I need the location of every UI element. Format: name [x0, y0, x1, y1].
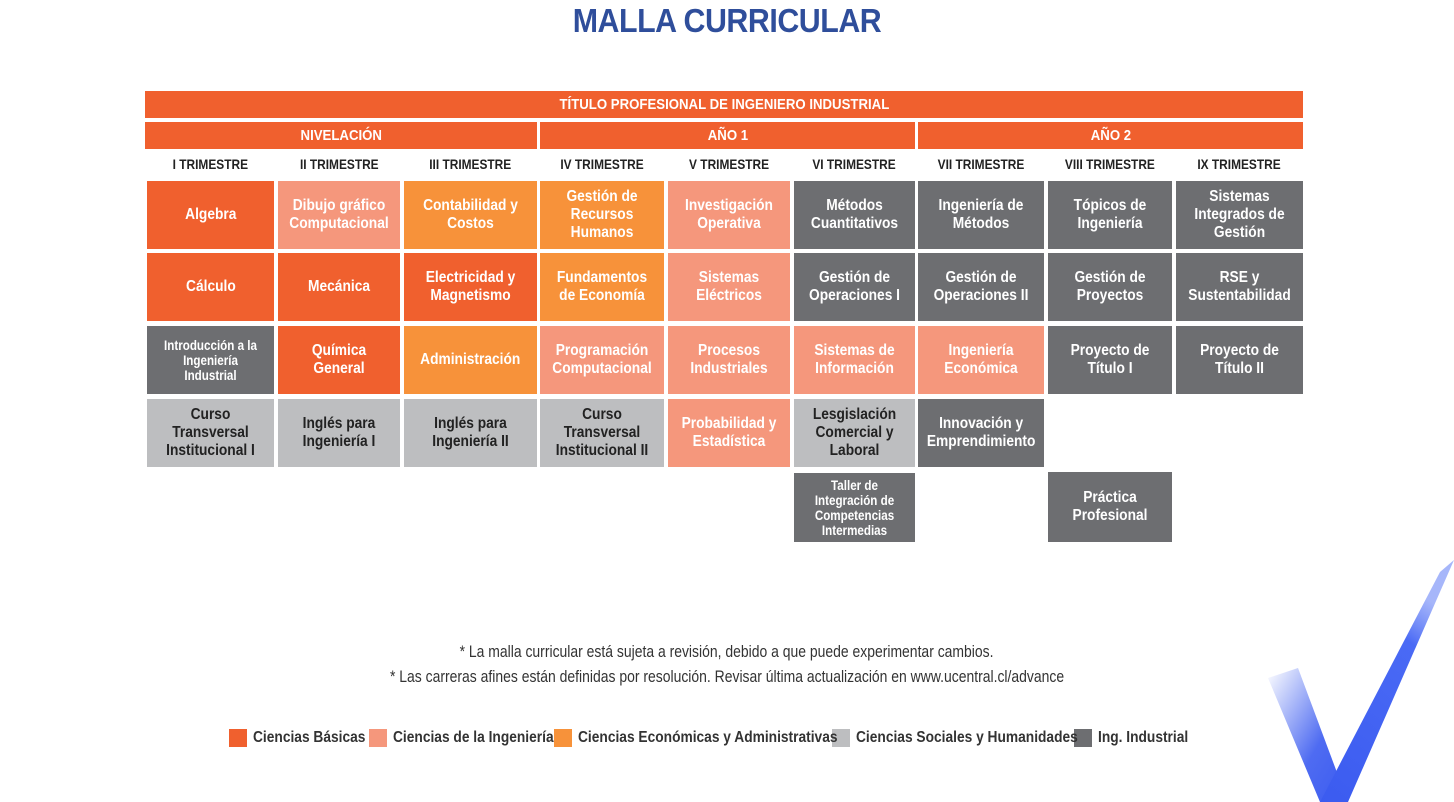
legend-label: Ciencias Económicas y Administrativas: [578, 729, 838, 746]
course-cell: Curso Transversal Institucional I: [147, 399, 274, 467]
course-cell: Introducción a la Ingeniería Industrial: [147, 326, 274, 394]
legend-item-ind: Ing. Industrial: [1074, 729, 1198, 747]
course-cell: Sistemas de Información: [794, 326, 915, 394]
course-cell: Probabilidad y Estadística: [668, 399, 790, 467]
trimester-header: II TRIMESTRE: [299, 156, 379, 172]
legend-swatch: [229, 729, 247, 747]
legend-item-econ: Ciencias Económicas y Administrativas: [554, 729, 838, 747]
group-header-nivelacion: NIVELACIÓN: [145, 122, 537, 149]
course-cell: Gestión de Proyectos: [1048, 253, 1172, 321]
legend-swatch: [554, 729, 572, 747]
course-cell: Gestión de Recursos Humanos: [540, 181, 664, 249]
course-cell: Proyecto de Título II: [1176, 326, 1303, 394]
course-cell: Sistemas Integrados de Gestión: [1176, 181, 1303, 249]
page-title: MALLA CURRICULAR: [572, 2, 882, 39]
legend-swatch: [1074, 729, 1092, 747]
legend-swatch: [832, 729, 850, 747]
trimester-header: III TRIMESTRE: [429, 156, 512, 172]
course-cell: Dibujo gráfico Computacional: [278, 181, 400, 249]
trimester-header: V TRIMESTRE: [688, 156, 770, 172]
course-cell: Cálculo: [147, 253, 274, 321]
course-cell: Ingeniería Económica: [918, 326, 1044, 394]
course-cell: Inglés para Ingeniería II: [404, 399, 537, 467]
course-cell: Sistemas Eléctricos: [668, 253, 790, 321]
course-cell: Lesgislación Comercial y Laboral: [794, 399, 915, 467]
legend-item-eng: Ciencias de la Ingeniería: [369, 729, 554, 747]
legend-label: Ciencias de la Ingeniería: [393, 729, 554, 746]
course-cell: Mecánica: [278, 253, 400, 321]
course-cell: Taller de Integración de Competencias In…: [794, 473, 915, 542]
course-cell: Gestión de Operaciones I: [794, 253, 915, 321]
legend-swatch: [369, 729, 387, 747]
course-cell: Ingeniería de Métodos: [918, 181, 1044, 249]
course-cell: Proyecto de Título I: [1048, 326, 1172, 394]
trimester-header: IX TRIMESTRE: [1197, 156, 1282, 172]
trimester-header: VII TRIMESTRE: [937, 156, 1025, 172]
course-cell: Fundamentos de Economía: [540, 253, 664, 321]
course-cell: Algebra: [147, 181, 274, 249]
legend-label: Ing. Industrial: [1098, 729, 1189, 746]
course-cell: RSE y Sustentabilidad: [1176, 253, 1303, 321]
course-cell: Electricidad y Magnetismo: [404, 253, 537, 321]
course-cell: Innovación y Emprendimiento: [918, 399, 1044, 467]
trimester-header: IV TRIMESTRE: [560, 156, 644, 172]
note-afines: * Las carreras afines están definidas po…: [389, 667, 1065, 686]
checkmark-logo-icon: [1268, 560, 1454, 802]
degree-banner: TÍTULO PROFESIONAL DE INGENIERO INDUSTRI…: [145, 91, 1303, 118]
legend-label: Ciencias Básicas: [253, 729, 366, 746]
legend: Ciencias Básicas Ciencias de la Ingenier…: [229, 727, 1204, 749]
group-header-ano1: AÑO 1: [540, 122, 915, 149]
course-cell: Procesos Industriales: [668, 326, 790, 394]
course-cell: Investigación Operativa: [668, 181, 790, 249]
course-cell: Contabilidad y Costos: [404, 181, 537, 249]
legend-item-basic: Ciencias Básicas: [229, 729, 366, 747]
course-cell: Curso Transversal Institucional II: [540, 399, 664, 467]
course-cell: Programación Computacional: [540, 326, 664, 394]
trimester-header: VI TRIMESTRE: [812, 156, 897, 172]
legend-item-soc: Ciencias Sociales y Humanidades: [832, 729, 1078, 747]
course-cell: Administración: [404, 326, 537, 394]
course-cell: Práctica Profesional: [1048, 472, 1172, 542]
note-revision: * La malla curricular está sujeta a revi…: [460, 642, 994, 661]
trimester-header: VIII TRIMESTRE: [1065, 156, 1155, 172]
course-cell: Inglés para Ingeniería I: [278, 399, 400, 467]
group-header-ano2: AÑO 2: [918, 122, 1303, 149]
course-cell: Química General: [278, 326, 400, 394]
course-cell: Tópicos de Ingeniería: [1048, 181, 1172, 249]
course-cell: Métodos Cuantitativos: [794, 181, 915, 249]
legend-label: Ciencias Sociales y Humanidades: [856, 729, 1078, 746]
trimester-header: I TRIMESTRE: [172, 156, 249, 172]
course-cell: Gestión de Operaciones II: [918, 253, 1044, 321]
